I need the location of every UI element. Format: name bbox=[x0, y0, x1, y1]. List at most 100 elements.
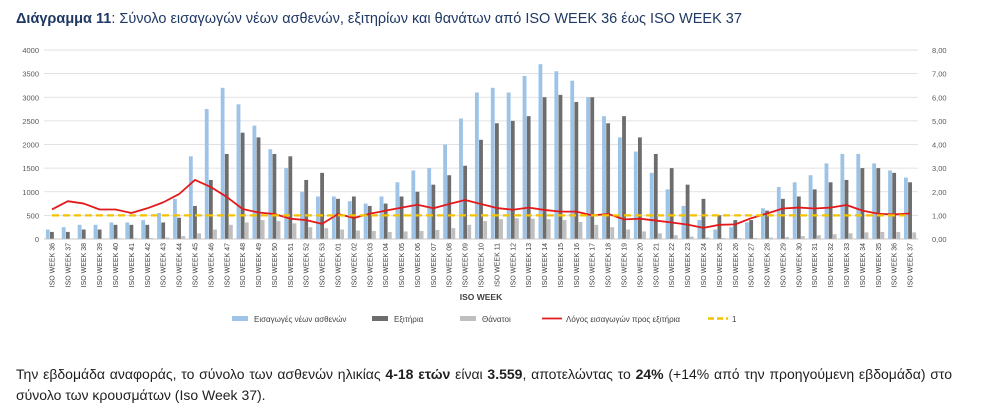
bar-discharges bbox=[638, 137, 642, 239]
bar-discharges bbox=[431, 184, 436, 239]
x-tick-label: ISO WEEK 25 bbox=[717, 243, 724, 287]
bar-admissions bbox=[45, 229, 50, 239]
bar-discharges bbox=[272, 153, 277, 239]
bar-admissions bbox=[268, 149, 273, 239]
x-tick-label: ISO WEEK 46 bbox=[208, 243, 215, 287]
summary-paragraph: Την εβδομάδα αναφοράς, το σύνολο των ασθ… bbox=[16, 364, 952, 405]
x-tick-label: ISO WEEK 12 bbox=[510, 243, 517, 287]
bar-deaths bbox=[467, 224, 472, 239]
legend-swatch bbox=[232, 316, 248, 321]
y-tick-label: 3000 bbox=[22, 93, 39, 102]
legend-label: Εισαγωγές νέων ασθενών bbox=[254, 315, 346, 324]
para-total: 3.559 bbox=[487, 366, 523, 382]
bar-deaths bbox=[705, 237, 710, 239]
bar-admissions bbox=[776, 187, 781, 239]
bar-deaths bbox=[197, 233, 202, 239]
bar-deaths bbox=[801, 236, 805, 239]
bar-deaths bbox=[371, 230, 376, 239]
y-tick-label: 2500 bbox=[22, 117, 39, 126]
y2-tick-label: 2,00 bbox=[932, 188, 947, 197]
bar-admissions bbox=[808, 175, 813, 239]
bar-admissions bbox=[331, 196, 336, 239]
x-tick-label: ISO WEEK 48 bbox=[240, 243, 247, 287]
bar-discharges bbox=[193, 205, 197, 239]
bar-admissions bbox=[665, 189, 670, 239]
legend-swatch bbox=[460, 316, 476, 321]
bar-deaths bbox=[673, 235, 678, 239]
x-tick-label: ISO WEEK 37 bbox=[908, 243, 915, 287]
bar-admissions bbox=[602, 116, 606, 239]
bar-admissions bbox=[792, 182, 797, 239]
bar-admissions bbox=[538, 64, 543, 239]
bar-deaths bbox=[244, 222, 249, 239]
x-tick-label: ISO WEEK 53 bbox=[320, 243, 327, 287]
bar-deaths bbox=[530, 218, 535, 239]
bar-admissions bbox=[188, 156, 193, 239]
y2-tick-label: 8,00 bbox=[932, 46, 947, 55]
bar-deaths bbox=[324, 228, 329, 239]
x-tick-label: ISO WEEK 02 bbox=[351, 243, 358, 287]
bar-deaths bbox=[912, 232, 917, 239]
bar-admissions bbox=[697, 220, 702, 239]
bar-admissions bbox=[888, 170, 892, 239]
x-tick-label: ISO WEEK 04 bbox=[383, 243, 390, 287]
x-tick-label: ISO WEEK 01 bbox=[335, 243, 342, 287]
bar-admissions bbox=[760, 208, 765, 239]
bar-admissions bbox=[427, 168, 432, 239]
caption-lead: Διάγραμμα 11 bbox=[16, 11, 112, 27]
x-tick-label: ISO WEEK 40 bbox=[113, 243, 120, 287]
bar-deaths bbox=[610, 227, 615, 239]
bar-deaths bbox=[340, 229, 345, 239]
bar-admissions bbox=[474, 92, 479, 240]
bar-admissions bbox=[300, 191, 304, 239]
chart-svg: 0 500 1000 1500 2000 2500 3000 3500 4000 0,00 1,00… bbox=[22, 46, 947, 324]
bar-admissions bbox=[363, 203, 368, 239]
para-percent: 24% bbox=[635, 366, 664, 382]
bar-discharges bbox=[161, 222, 166, 239]
x-tick-label: ISO WEEK 23 bbox=[685, 243, 692, 287]
bar-deaths bbox=[594, 224, 599, 239]
bar-admissions bbox=[633, 151, 638, 239]
bar-discharges bbox=[685, 184, 690, 239]
bar-deaths bbox=[435, 230, 440, 239]
bar-deaths bbox=[848, 233, 853, 239]
bar-admissions bbox=[824, 163, 829, 239]
bar-discharges bbox=[844, 179, 849, 239]
legend-label: 1 bbox=[732, 315, 737, 324]
bar-discharges bbox=[81, 229, 86, 239]
bar-discharges bbox=[781, 198, 785, 239]
x-tick-label: ISO WEEK 50 bbox=[272, 243, 279, 287]
bar-deaths bbox=[499, 219, 503, 239]
x-tick-label: ISO WEEK 44 bbox=[177, 243, 184, 287]
bar-deaths bbox=[356, 230, 360, 239]
bar-discharges bbox=[796, 196, 801, 239]
bar-admissions bbox=[617, 137, 622, 239]
bar-admissions bbox=[77, 224, 82, 239]
x-tick-label: ISO WEEK 14 bbox=[542, 243, 549, 287]
bar-admissions bbox=[443, 144, 447, 239]
bar-discharges bbox=[65, 231, 70, 239]
x-tick-label: ISO WEEK 06 bbox=[415, 243, 422, 287]
bar-discharges bbox=[447, 175, 452, 239]
bar-admissions bbox=[729, 227, 734, 239]
bar-discharges bbox=[749, 220, 754, 239]
x-tick-label: ISO WEEK 29 bbox=[780, 243, 787, 287]
bar-admissions bbox=[570, 80, 575, 240]
bar-deaths bbox=[864, 232, 869, 239]
legend-label: Λόγος εισαγωγών προς εξιτήρια bbox=[566, 315, 680, 324]
bar-discharges bbox=[606, 123, 611, 239]
bar-deaths bbox=[260, 220, 265, 239]
bar-deaths bbox=[753, 238, 758, 239]
x-tick-label: ISO WEEK 24 bbox=[701, 243, 708, 287]
bar-discharges bbox=[828, 182, 833, 239]
bar-discharges bbox=[399, 196, 404, 239]
bar-discharges bbox=[463, 165, 468, 239]
bar-admissions bbox=[252, 125, 257, 239]
x-tick-label: ISO WEEK 17 bbox=[590, 243, 597, 287]
bar-deaths bbox=[149, 238, 154, 239]
bar-admissions bbox=[141, 220, 146, 239]
admissions-chart: 0 500 1000 1500 2000 2500 3000 3500 4000 0,00 1,00… bbox=[10, 36, 958, 336]
y2-tick-label: 4,00 bbox=[932, 141, 947, 150]
bar-discharges bbox=[812, 189, 817, 239]
y2-tick-label: 6,00 bbox=[932, 93, 947, 102]
